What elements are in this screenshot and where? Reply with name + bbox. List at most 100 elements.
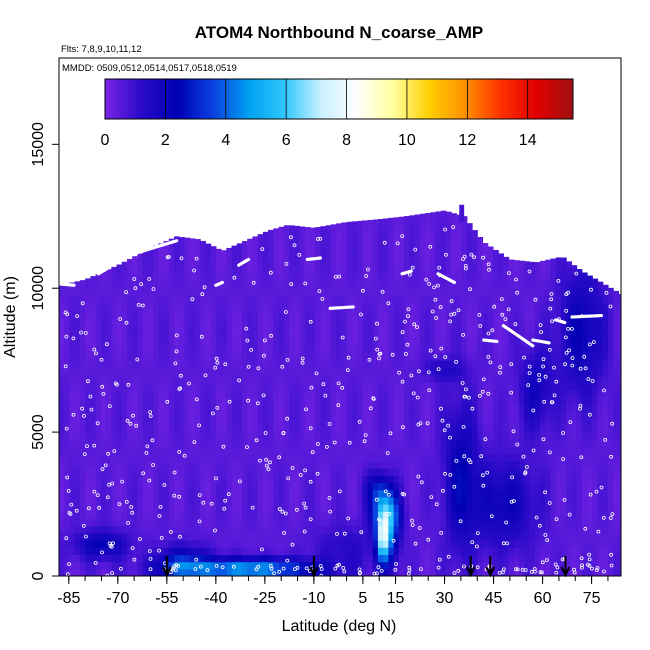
heat-cell	[205, 525, 212, 534]
heat-cell	[597, 540, 604, 548]
heat-cell	[367, 504, 374, 512]
heat-cell	[456, 446, 463, 455]
heat-cell	[330, 518, 337, 527]
heat-cell	[461, 446, 468, 455]
heat-cell	[351, 568, 358, 576]
heat-cell	[137, 295, 144, 304]
heat-cell	[100, 540, 107, 548]
heat-cell	[236, 288, 243, 297]
heat-cell	[168, 489, 175, 498]
heat-cell	[419, 432, 426, 440]
heat-cell	[59, 410, 65, 419]
heat-cell	[215, 468, 222, 476]
heat-cell	[372, 360, 379, 368]
heat-cell	[607, 496, 614, 505]
heat-cell	[581, 403, 588, 412]
heat-cell	[116, 489, 123, 498]
heat-cell	[456, 317, 463, 325]
heat-cell	[189, 468, 196, 476]
heat-cell	[498, 468, 504, 476]
heat-cell	[346, 453, 353, 462]
heat-cell	[137, 432, 144, 440]
heat-cell	[147, 489, 154, 498]
heat-cell	[472, 540, 478, 548]
heat-cell	[278, 324, 285, 332]
heat-cell	[498, 511, 504, 520]
heat-cell	[236, 245, 243, 253]
heat-cell	[587, 525, 593, 534]
heat-cell	[346, 475, 353, 484]
heat-cell	[309, 561, 316, 570]
heat-cell	[445, 259, 452, 268]
heat-cell	[513, 403, 520, 412]
heat-cell	[419, 302, 426, 311]
heat-cell	[257, 302, 264, 311]
heat-cell	[315, 230, 321, 239]
heat-cell	[268, 273, 274, 282]
heat-cell	[341, 367, 348, 376]
heat-cell	[519, 417, 525, 426]
heat-cell	[90, 403, 97, 412]
heat-cell	[545, 381, 552, 390]
heat-cell	[419, 345, 426, 354]
heat-cell	[372, 317, 379, 325]
heat-cell	[95, 468, 102, 476]
heat-cell	[607, 388, 614, 397]
heat-cell	[445, 388, 452, 397]
heat-cell	[126, 424, 133, 433]
heat-cell	[388, 230, 395, 239]
heat-cell	[200, 424, 206, 433]
heat-cell	[283, 468, 290, 476]
heat-cell	[247, 324, 254, 332]
heat-cell	[309, 273, 316, 282]
heat-cell	[116, 453, 123, 462]
heat-cell	[174, 309, 180, 318]
heat-cell	[602, 468, 609, 476]
heat-cell	[132, 439, 139, 448]
heat-cell	[221, 302, 227, 311]
heat-cell	[236, 532, 243, 541]
heat-cell	[79, 540, 86, 548]
heat-cell	[215, 504, 222, 512]
heat-cell	[299, 511, 306, 520]
heat-cell	[278, 403, 285, 412]
heat-cell	[79, 446, 86, 455]
heat-cell	[111, 511, 118, 520]
heat-cell	[424, 302, 431, 311]
heat-cell	[132, 475, 139, 484]
heat-cell	[247, 338, 254, 347]
heat-cell	[581, 568, 588, 576]
heat-cell	[377, 482, 384, 491]
heat-cell	[388, 396, 395, 404]
heat-cell	[372, 266, 379, 275]
heat-cell	[398, 561, 405, 570]
heat-cell	[179, 518, 186, 527]
heat-cell	[372, 374, 379, 383]
heat-cell	[174, 396, 180, 404]
heat-cell	[430, 504, 437, 512]
heat-cell	[320, 352, 327, 361]
heat-cell	[289, 504, 295, 512]
heat-cell	[226, 259, 233, 268]
heat-cell	[539, 439, 546, 448]
heat-cell	[95, 281, 102, 289]
heat-cell	[325, 525, 332, 534]
heat-cell	[571, 561, 578, 570]
heat-cell	[215, 324, 222, 332]
heat-cell	[121, 446, 128, 455]
heat-cell	[398, 446, 405, 455]
heat-cell	[393, 345, 400, 354]
heat-cell	[325, 345, 332, 354]
heat-cell	[289, 352, 295, 361]
heat-cell	[607, 453, 614, 462]
heat-cell	[215, 540, 222, 548]
heat-cell	[587, 540, 593, 548]
heat-cell	[367, 266, 374, 275]
heat-cell	[315, 259, 321, 268]
heat-cell	[289, 331, 295, 340]
heat-cell	[59, 288, 65, 297]
heat-cell	[289, 266, 295, 275]
heat-cell	[571, 525, 578, 534]
heat-cell	[247, 475, 254, 484]
heat-cell	[79, 489, 86, 498]
